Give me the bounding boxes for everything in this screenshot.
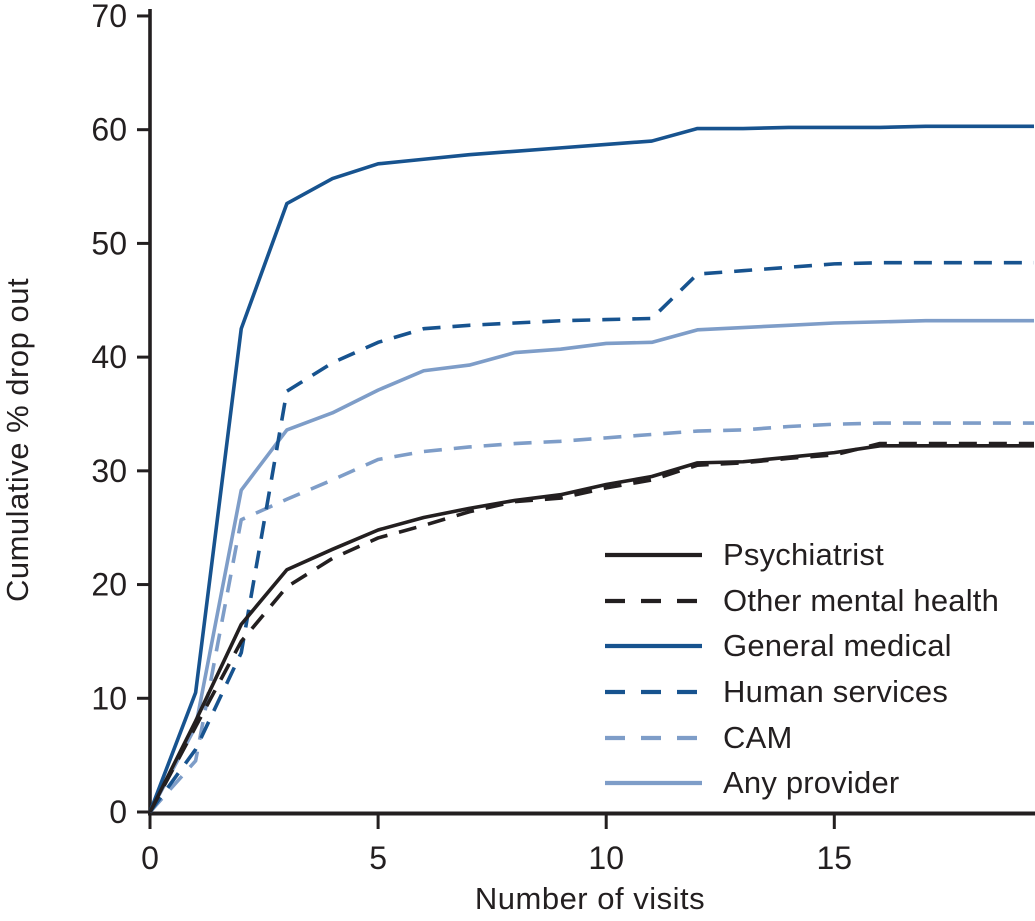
series-line-general-medical (148, 124, 1034, 813)
legend-label: Other mental health (723, 582, 1000, 618)
legend-label: Psychiatrist (723, 536, 884, 572)
y-tick-label: 40 (91, 339, 127, 375)
x-tick-label: 10 (588, 840, 624, 876)
legend-line-sample (605, 781, 702, 786)
series-line-any-provider (148, 318, 1034, 813)
legend-item-general-medical: General medical (603, 623, 999, 669)
legend-item-psychiatrist: Psychiatrist (603, 532, 999, 578)
legend-item-cam: CAM (603, 715, 999, 761)
y-axis-title: Cumulative % drop out (0, 278, 35, 602)
y-tick-label: 60 (91, 112, 127, 148)
series-layer (148, 124, 1034, 814)
y-tick-label: 70 (91, 0, 127, 34)
legend-line-sample (605, 552, 702, 557)
y-tick-label: 50 (91, 225, 127, 261)
legend-label: CAM (723, 719, 793, 755)
legend-line-sample (605, 735, 702, 740)
legend-label: Human services (723, 673, 949, 709)
series-line-human-services (148, 260, 1034, 814)
legend-line-sample (605, 644, 702, 649)
legend-item-other-mental-health: Other mental health (603, 578, 999, 624)
legend: Psychiatrist Other mental health General… (603, 532, 999, 806)
legend-label: Any provider (723, 765, 900, 801)
x-axis-title: Number of visits (475, 881, 705, 916)
legend-line-sample (605, 689, 702, 695)
x-tick-label: 15 (817, 840, 853, 876)
y-tick-label: 0 (109, 794, 127, 830)
y-tick-label: 10 (91, 680, 127, 716)
y-tick-label: 20 (91, 567, 127, 603)
series-line-other-mental-health (148, 441, 1034, 813)
legend-item-human-services: Human services (603, 669, 999, 715)
x-tick-label: 0 (141, 840, 159, 876)
series-line-cam (148, 421, 1034, 814)
legend-label: General medical (723, 628, 952, 664)
x-tick-label: 5 (369, 840, 387, 876)
legend-line-sample (605, 598, 702, 603)
legend-item-any-provider: Any provider (603, 760, 999, 806)
axes-layer: 0 10 20 30 40 50 60 70 0 5 10 15 (91, 0, 1035, 876)
y-tick-label: 30 (91, 453, 127, 489)
series-line-psychiatrist (148, 444, 1034, 813)
